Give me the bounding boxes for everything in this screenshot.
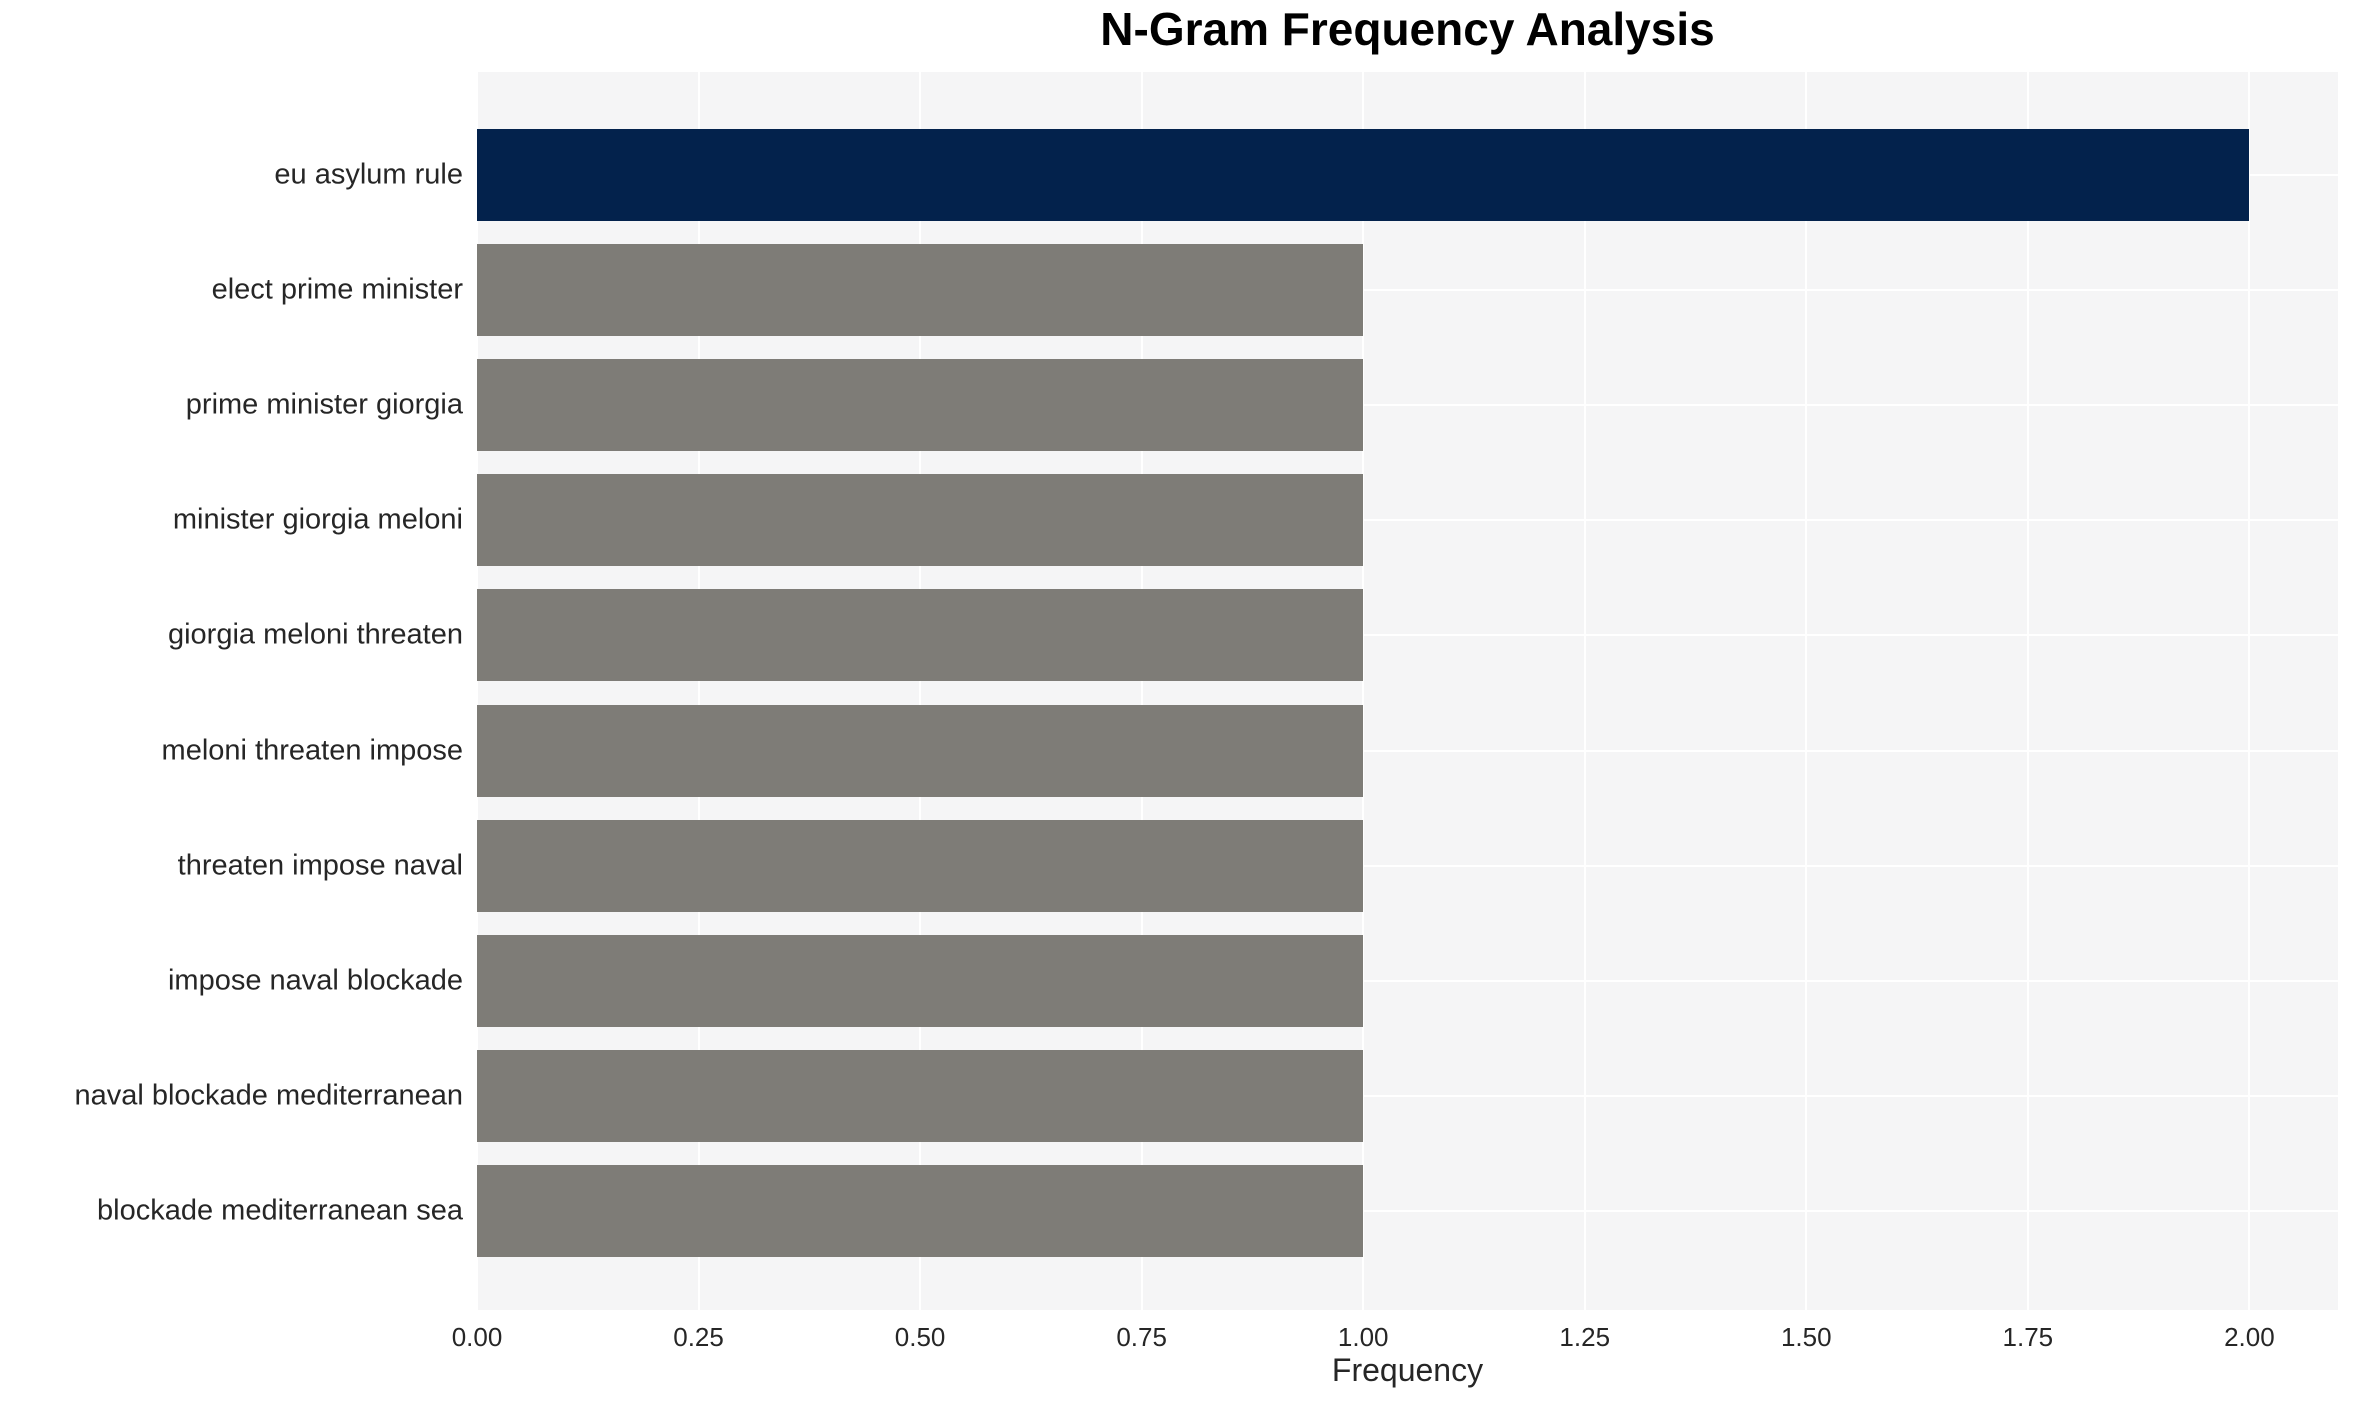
gridline-vertical (919, 72, 922, 1310)
y-axis-label: elect prime minister (211, 273, 463, 306)
y-axis-label: eu asylum rule (274, 158, 463, 191)
x-axis-tick-label: 0.75 (1116, 1322, 1167, 1352)
gridline-vertical (1805, 72, 1808, 1310)
y-axis-label: blockade mediterranean sea (97, 1194, 463, 1227)
gridline-vertical (1583, 72, 1586, 1310)
y-axis-label: minister giorgia meloni (172, 503, 463, 536)
gridline-horizontal (477, 289, 2338, 292)
gridline-horizontal (477, 979, 2338, 982)
gridline-vertical (2026, 72, 2029, 1310)
y-axis-label: threaten impose naval (177, 849, 463, 882)
bar (477, 819, 1364, 912)
gridline-horizontal (477, 404, 2338, 407)
gridline-vertical (1140, 72, 1143, 1310)
bar (477, 129, 2250, 221)
chart-title: N-Gram Frequency Analysis (1100, 3, 1715, 55)
x-axis-tick-label: 1.50 (1780, 1322, 1832, 1352)
gridline-horizontal (477, 519, 2338, 522)
gridline-horizontal (477, 634, 2338, 637)
gridline-horizontal (477, 749, 2338, 752)
x-axis-tick-label: 0.00 (451, 1322, 503, 1352)
bar (477, 474, 1364, 567)
x-axis-tick-label: 2.00 (2224, 1322, 2275, 1352)
x-axis-tick-label: 1.75 (2002, 1322, 2054, 1352)
x-axis-tick-label: 0.25 (673, 1322, 724, 1352)
bar (477, 589, 1364, 682)
x-axis-tick-label: 1.00 (1337, 1322, 1389, 1352)
bar (477, 934, 1364, 1027)
y-axis-label: giorgia meloni threaten (167, 618, 463, 651)
y-axis-label: naval blockade mediterranean (74, 1079, 463, 1112)
gridline-horizontal (477, 1209, 2338, 1212)
gridline-vertical (2248, 72, 2251, 1310)
y-axis-label: meloni threaten impose (161, 734, 463, 766)
gridline-horizontal (477, 864, 2338, 867)
gridline-vertical (1362, 72, 1365, 1310)
bar (477, 704, 1364, 797)
x-axis-label: Frequency (1331, 1352, 1484, 1388)
x-axis-tick-label: 1.25 (1559, 1322, 1611, 1352)
y-axis-label: impose naval blockade (167, 964, 463, 997)
bar (477, 244, 1364, 337)
bar (477, 1164, 1364, 1257)
bar (477, 1049, 1364, 1142)
gridline-horizontal (477, 1094, 2338, 1097)
x-axis-tick-label: 0.50 (894, 1322, 946, 1352)
gridline-vertical (477, 72, 478, 1310)
plot-panel (477, 72, 2338, 1310)
bar (477, 359, 1364, 452)
gridline-vertical (697, 72, 700, 1310)
y-axis-label: prime minister giorgia (185, 388, 463, 421)
